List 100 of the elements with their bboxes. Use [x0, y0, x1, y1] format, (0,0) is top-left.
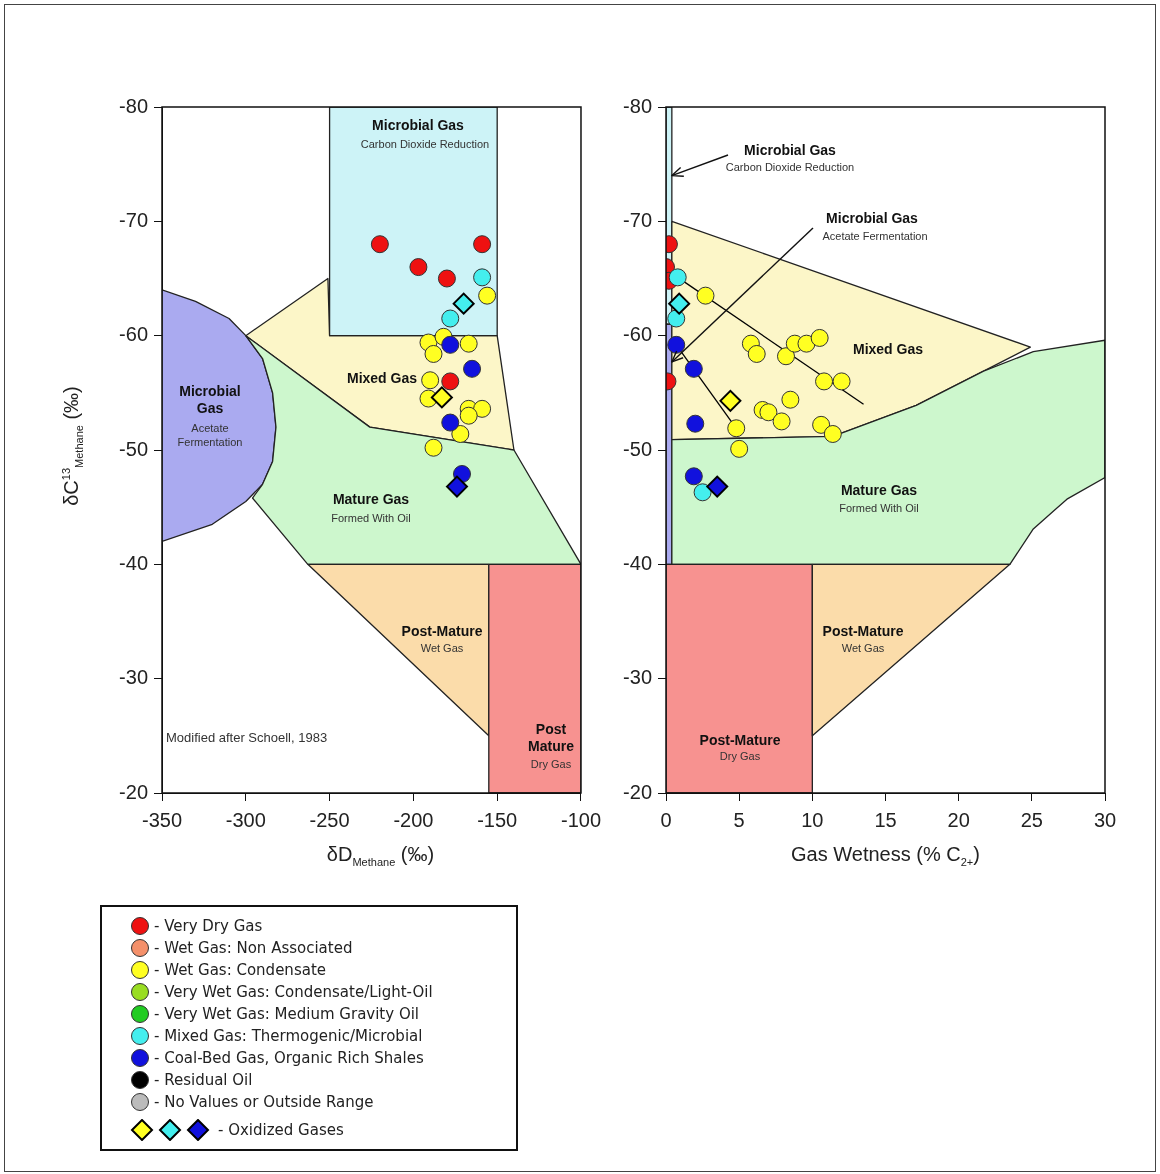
- y-tick-label: -60: [119, 323, 148, 346]
- annotation: Dry Gas: [719, 750, 761, 763]
- annotation: Mature Gas: [332, 490, 410, 507]
- point: [684, 467, 703, 486]
- point: [684, 359, 703, 378]
- point: [451, 424, 470, 443]
- point: [667, 309, 686, 328]
- x-tick-label: 15: [874, 808, 897, 831]
- annotation: Dry Gas: [530, 758, 572, 771]
- y-tick-label: -30: [119, 666, 148, 689]
- y-tick-label: -50: [623, 437, 652, 460]
- legend-label: - Residual Oil: [154, 1071, 253, 1089]
- x-tick-label: -150: [477, 808, 518, 831]
- x-tick-label: 10: [801, 808, 824, 831]
- point: [459, 406, 478, 425]
- point: [759, 403, 778, 422]
- point: [747, 344, 766, 363]
- point: [815, 372, 834, 391]
- point: [437, 269, 456, 288]
- legend-label: - Mixed Gas: Thermogenic/Microbial: [154, 1027, 423, 1045]
- annotation: Wet Gas: [841, 642, 885, 655]
- x-tick-label: -300: [225, 808, 266, 831]
- annotation: Post Mature: [528, 721, 575, 755]
- point: [459, 334, 478, 353]
- annotation: Mature Gas: [840, 481, 918, 498]
- point: [424, 438, 443, 457]
- point: [441, 309, 460, 328]
- point: [421, 371, 440, 390]
- point: [686, 414, 705, 433]
- y-tick-label: -40: [623, 551, 652, 574]
- annotation: Wet Gas: [420, 642, 464, 655]
- annotation: Formed With Oil: [331, 512, 411, 525]
- x-tick-label: 25: [1020, 808, 1043, 831]
- point: [812, 415, 831, 434]
- annotation: Modified after Schoell, 1983: [166, 729, 328, 745]
- y-tick-label: -70: [119, 208, 148, 231]
- point: [478, 286, 497, 305]
- point: [832, 372, 851, 391]
- annotation: Post-Mature: [401, 622, 483, 639]
- annotation: Carbon Dioxide Reduction: [360, 138, 490, 151]
- point: [667, 335, 686, 354]
- point: [823, 424, 842, 443]
- x-tick-label: -250: [309, 808, 350, 831]
- annotation: Microbial Gas: [826, 209, 919, 226]
- y-tick-label: -20: [119, 780, 148, 803]
- annotation: Formed With Oil: [839, 502, 919, 515]
- x-axis-title: δD$_{Methane}$ (‰): [326, 843, 435, 868]
- annotation: Post-Mature: [699, 731, 781, 748]
- y-tick-label: -80: [119, 94, 148, 117]
- point: [696, 286, 715, 305]
- y-tick-label: -50: [119, 437, 148, 460]
- legend-label: - Coal-Bed Gas, Organic Rich Shales: [154, 1049, 424, 1067]
- annotation: Microbial Gas: [372, 116, 465, 133]
- point: [441, 335, 460, 354]
- annotation: Carbon Dioxide Reduction: [725, 161, 855, 174]
- x-tick-label: -350: [141, 808, 183, 831]
- annotation: Microbial Gas: [744, 141, 837, 158]
- point: [797, 334, 816, 353]
- annotation: Post-Mature: [822, 622, 904, 639]
- legend-label: - Very Dry Gas: [154, 917, 263, 935]
- x-tick-label: 5: [733, 808, 745, 831]
- x-tick-label: -200: [393, 808, 434, 831]
- annotation: Acetate Fermentation: [177, 422, 243, 449]
- legend-label: - Wet Gas: Condensate: [154, 961, 326, 979]
- point: [781, 390, 800, 409]
- y-tick-label: -60: [623, 323, 652, 346]
- point: [727, 419, 746, 438]
- y-tick-label: -40: [119, 551, 148, 574]
- point: [463, 359, 482, 378]
- legend-label: - No Values or Outside Range: [154, 1093, 374, 1111]
- point: [473, 268, 492, 287]
- annotation: Acetate Fermentation: [822, 230, 928, 243]
- point: [473, 399, 492, 418]
- point: [730, 439, 749, 458]
- point: [810, 328, 829, 347]
- legend-label: - Very Wet Gas: Condensate/Light-Oil: [154, 983, 433, 1001]
- point: [409, 258, 428, 277]
- x-tick-label: 0: [660, 808, 672, 831]
- y-tick-label: -20: [623, 780, 652, 803]
- point: [772, 412, 791, 431]
- point: [441, 372, 460, 391]
- legend-label: - Very Wet Gas: Medium Gravity Oil: [154, 1005, 420, 1023]
- x-tick-label: 20: [947, 808, 970, 831]
- point: [776, 347, 795, 366]
- annotation: Mixed Gas: [346, 369, 418, 386]
- point: [473, 235, 492, 254]
- annotation: Microbial Gas: [179, 383, 241, 417]
- point: [424, 344, 443, 363]
- point: [370, 235, 389, 254]
- point: [693, 483, 712, 502]
- x-axis-title: Gas Wetness (% C$_{2+}$): [791, 843, 980, 868]
- legend-label: - Wet Gas: Non Associated: [154, 939, 353, 957]
- y-tick-label: -70: [623, 208, 652, 231]
- x-tick-label: -100: [560, 808, 601, 831]
- y-tick-label: -80: [623, 94, 652, 117]
- point: [441, 413, 460, 432]
- point: [668, 268, 687, 287]
- y-tick-label: -30: [623, 666, 652, 689]
- annotation: Mixed Gas: [852, 340, 924, 357]
- legend-label: - Oxidized Gases: [218, 1121, 344, 1139]
